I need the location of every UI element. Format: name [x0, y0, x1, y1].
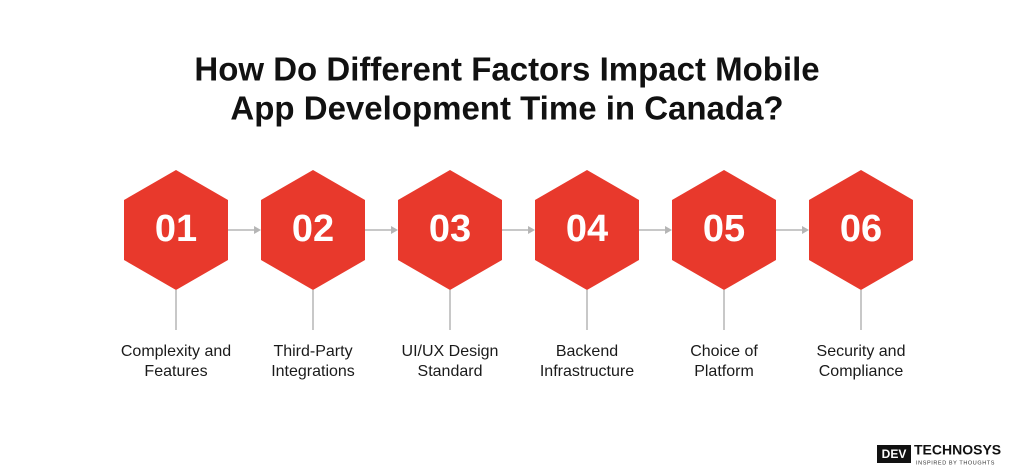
- hexagon: [809, 170, 913, 290]
- hexagon: [124, 170, 228, 290]
- step-number: 06: [840, 208, 882, 250]
- logo-box: [877, 445, 911, 463]
- arrow-head: [665, 226, 673, 234]
- hexagon: [398, 170, 502, 290]
- step-number: 02: [292, 208, 334, 250]
- hexagon: [261, 170, 365, 290]
- arrow-head: [391, 226, 399, 234]
- logo-name: TECHNOSYS: [914, 442, 1001, 458]
- step-label: Security and: [817, 343, 906, 360]
- title-line: App Development Time in Canada?: [230, 90, 783, 127]
- step-number: 04: [566, 208, 608, 250]
- hexagon: [672, 170, 776, 290]
- step-label: Integrations: [271, 363, 355, 380]
- arrow-head: [528, 226, 536, 234]
- step-label: Standard: [418, 363, 483, 380]
- step-number: 03: [429, 208, 471, 250]
- step-label: Platform: [694, 363, 754, 380]
- step-label: Backend: [556, 343, 618, 360]
- arrow-head: [802, 226, 810, 234]
- step-label: Compliance: [819, 363, 904, 380]
- step-label: Complexity and: [121, 343, 231, 360]
- arrow-head: [254, 226, 262, 234]
- logo-tagline: INSPIRED BY THOUGHTS: [916, 460, 995, 466]
- title-line: How Do Different Factors Impact Mobile: [194, 51, 819, 88]
- step-label: UI/UX Design: [402, 343, 499, 360]
- step-label: Choice of: [690, 343, 758, 360]
- logo: DEV TECHNOSYS INSPIRED BY THOUGHTS: [877, 442, 1001, 466]
- hexagon: [535, 170, 639, 290]
- step-label: Features: [144, 363, 207, 380]
- logo-brand: DEV: [882, 447, 907, 461]
- step-number: 05: [703, 208, 745, 250]
- step-number: 01: [155, 208, 197, 250]
- step-label: Infrastructure: [540, 363, 634, 380]
- step-label: Third-Party: [273, 343, 352, 360]
